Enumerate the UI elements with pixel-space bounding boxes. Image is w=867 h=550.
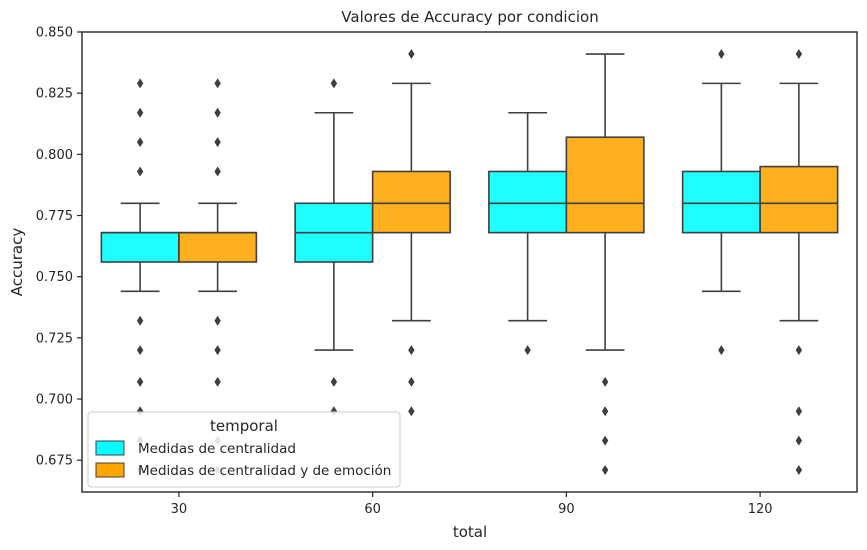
legend-swatch: [95, 440, 125, 456]
outlier-point: [136, 345, 144, 356]
outlier-point: [795, 406, 803, 417]
outlier-point: [718, 345, 725, 356]
y-tick-label: 0.675: [36, 454, 73, 469]
outlier-point: [136, 406, 144, 417]
x-tick-label: 120: [748, 502, 773, 517]
outlier-point: [214, 78, 221, 89]
outlier-point: [601, 376, 609, 387]
outlier-point: [136, 315, 144, 326]
box: [371, 170, 451, 234]
box: [100, 231, 180, 263]
outlier-point: [136, 107, 144, 118]
outlier-point: [214, 345, 221, 356]
outlier-point: [136, 166, 144, 177]
y-tick-label: 0.725: [36, 331, 73, 346]
outlier-point: [214, 315, 221, 326]
box: [488, 170, 568, 234]
box: [565, 136, 645, 234]
legend-label: Medidas de centralidad: [138, 441, 296, 457]
plot-frame: [81, 31, 858, 493]
outlier-point: [214, 376, 221, 387]
box: [681, 170, 761, 234]
outlier-point: [795, 464, 803, 475]
plot-area: 0.675 0.700 0.725 0.750 0.775 0.800 0.825 0.850…: [36, 26, 858, 517]
x-axis-label: total: [453, 523, 487, 541]
outlier-point: [408, 406, 415, 417]
outlier-point: [718, 49, 725, 60]
legend-label: Medidas de centralidad y de emoción: [138, 463, 391, 479]
y-tick-label: 0.825: [36, 87, 73, 102]
y-tick-label: 0.700: [36, 393, 73, 408]
outlier-point: [214, 137, 221, 148]
y-axis-label: Accuracy: [8, 228, 26, 297]
outlier-point: [601, 406, 609, 417]
outlier-point: [136, 78, 144, 89]
chart-title: Valores de Accuracy por condicion: [341, 8, 598, 26]
outlier-point: [136, 137, 144, 148]
y-tick-label: 0.775: [36, 209, 73, 224]
outlier-point: [524, 345, 531, 356]
outlier-point: [408, 345, 415, 356]
y-tick-label: 0.750: [36, 270, 73, 285]
outlier-point: [601, 464, 609, 475]
box: [759, 165, 839, 234]
outlier-point: [214, 166, 221, 177]
x-tick-label: 90: [558, 502, 575, 517]
box: [178, 231, 258, 263]
outlier-point: [601, 435, 609, 446]
outlier-point: [330, 376, 338, 387]
y-tick-label: 0.800: [36, 148, 73, 163]
outlier-point: [795, 49, 803, 60]
legend-swatch: [95, 462, 125, 478]
legend-frame: [87, 411, 401, 488]
legend: temporal Medidas de centralidad Medidas de…: [87, 411, 401, 488]
outlier-point: [214, 107, 221, 118]
outlier-point: [795, 345, 803, 356]
x-tick-label: 60: [364, 502, 381, 517]
outlier-point: [330, 78, 338, 89]
x-tick-label: 30: [171, 502, 188, 517]
outlier-point: [408, 376, 415, 387]
outlier-point: [408, 49, 415, 60]
legend-title: temporal: [210, 417, 278, 435]
outlier-point: [795, 435, 803, 446]
y-tick-label: 0.850: [36, 26, 73, 41]
outlier-point: [136, 376, 144, 387]
